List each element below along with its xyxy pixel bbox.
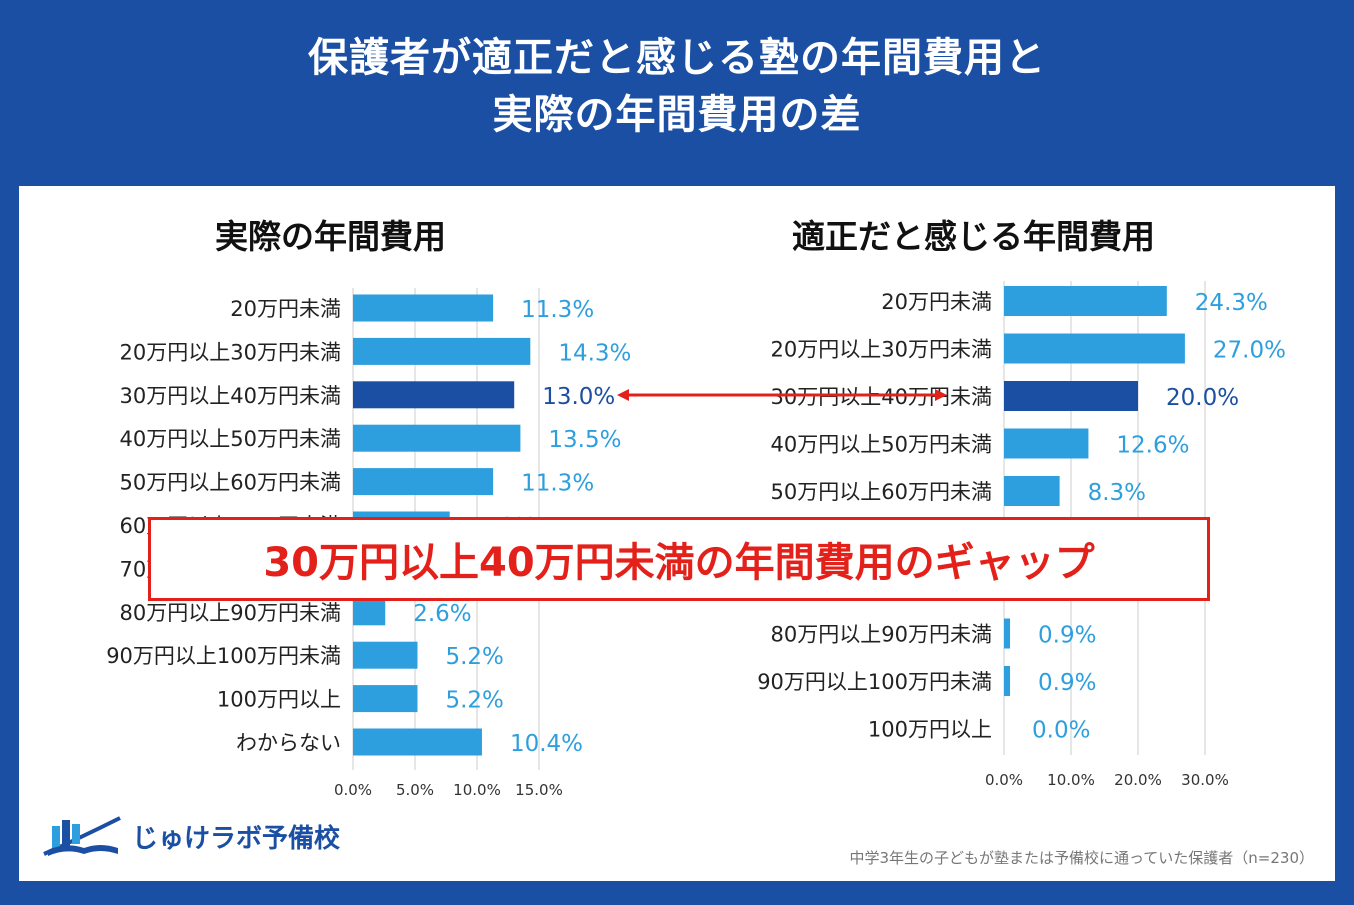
bar <box>353 685 418 713</box>
tick-label: 10.0% <box>453 781 501 799</box>
category-label: 20万円未満 <box>881 290 992 314</box>
data-label: 0.0% <box>1032 718 1090 744</box>
bar <box>1004 381 1138 411</box>
category-label: 20万円未満 <box>230 297 341 321</box>
left-chart-title: 実際の年間費用 <box>215 217 446 256</box>
data-label: 0.9% <box>1038 670 1096 696</box>
data-label: 0.9% <box>1038 623 1096 649</box>
category-label: 20万円以上30万円未満 <box>771 338 992 362</box>
category-label: 90万円以上100万円未満 <box>106 644 341 668</box>
category-label: 40万円以上50万円未満 <box>120 427 341 451</box>
data-label: 11.3% <box>521 471 594 497</box>
data-label: 11.3% <box>521 297 594 323</box>
data-label: 10.4% <box>510 731 583 757</box>
gap-callout-text: 30万円以上40万円未満の年間費用のギャップ <box>263 540 1095 586</box>
data-label: 12.6% <box>1116 433 1189 459</box>
bar <box>1004 428 1089 459</box>
category-label: 100万円以上 <box>868 718 992 742</box>
bar <box>353 381 515 409</box>
title-line-2: 実際の年間費用の差 <box>492 92 862 138</box>
appropriate-cost-chart: 0.0% 10.0% 20.0% 30.0% 20万円未満 24.3% 20万円以上30万円… <box>757 281 1286 789</box>
category-label: 30万円以上40万円未満 <box>771 385 992 409</box>
bar <box>1004 476 1060 506</box>
category-label: 30万円以上40万円未満 <box>120 384 341 408</box>
right-chart-title: 適正だと感じる年間費用 <box>792 217 1155 256</box>
tick-label: 0.0% <box>985 771 1023 789</box>
category-label: 100万円以上 <box>217 688 341 712</box>
data-label: 24.3% <box>1195 290 1268 316</box>
data-label: 8.3% <box>1088 480 1146 506</box>
data-label: 5.2% <box>445 644 503 670</box>
bar <box>1004 666 1011 696</box>
gap-arrow <box>617 389 947 401</box>
bar <box>1004 286 1167 316</box>
data-label: 2.6% <box>413 601 471 627</box>
category-label: 40万円以上50万円未満 <box>771 433 992 457</box>
page-title: 保護者が適正だと感じる塾の年間費用と 実際の年間費用の差 <box>0 30 1354 144</box>
data-label: 20.0% <box>1166 385 1239 411</box>
book-logo-icon <box>43 816 121 856</box>
data-label: 5.2% <box>445 688 503 714</box>
bar <box>353 337 531 365</box>
bar <box>353 598 386 626</box>
category-label: 90万円以上100万円未満 <box>757 670 992 694</box>
bar <box>353 728 482 756</box>
category-label: 50万円以上60万円未満 <box>771 480 992 504</box>
brand-name: じゅけラボ予備校 <box>132 823 341 854</box>
tick-label: 20.0% <box>1114 771 1162 789</box>
category-label: 50万円以上60万円未満 <box>120 471 341 495</box>
tick-label: 30.0% <box>1181 771 1229 789</box>
bar <box>353 424 521 452</box>
bar <box>353 468 494 496</box>
data-label: 13.0% <box>542 384 615 410</box>
bar <box>1004 618 1011 649</box>
tick-label: 5.0% <box>396 781 434 799</box>
title-line-1: 保護者が適正だと感じる塾の年間費用と <box>308 35 1046 81</box>
category-label: 20万円以上30万円未満 <box>120 340 341 364</box>
category-label: わからない <box>236 731 341 755</box>
bar <box>1004 333 1185 364</box>
footnote: 中学3年生の子どもが塾または予備校に通っていた保護者（n=230） <box>849 849 1314 867</box>
tick-label: 15.0% <box>515 781 563 799</box>
tick-label: 10.0% <box>1047 771 1095 789</box>
data-label: 13.5% <box>548 427 621 453</box>
tick-label: 0.0% <box>334 781 372 799</box>
gap-callout: 30万円以上40万円未満の年間費用のギャップ <box>148 517 1210 601</box>
category-label: 80万円以上90万円未満 <box>120 601 341 625</box>
gap-arrow-head-right <box>935 389 947 401</box>
data-label: 14.3% <box>558 340 631 366</box>
data-label: 27.0% <box>1213 338 1286 364</box>
brand-logo: じゅけラボ予備校 <box>40 808 340 864</box>
category-label: 80万円以上90万円未満 <box>771 623 992 647</box>
gap-arrow-head-left <box>617 389 629 401</box>
bar <box>353 641 418 669</box>
bar <box>353 294 494 322</box>
